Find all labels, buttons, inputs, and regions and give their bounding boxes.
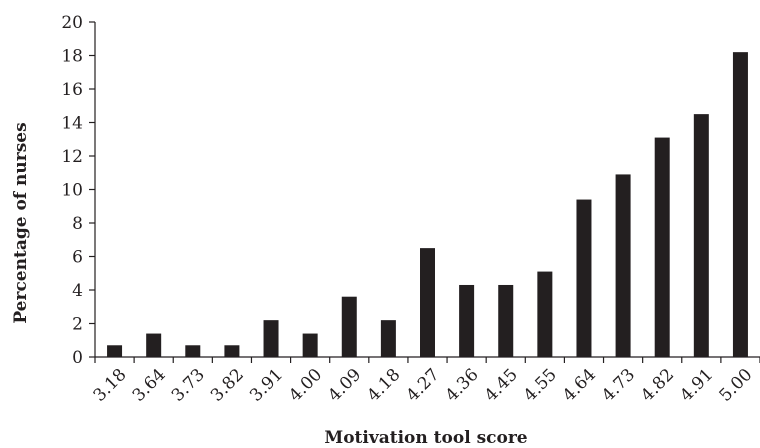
bar-4.82 (654, 137, 670, 357)
bar-4.91 (693, 114, 709, 357)
x-tick-label: 4.36 (442, 365, 483, 406)
bar-3.18 (107, 345, 123, 357)
y-tick-label: 4 (72, 281, 83, 301)
y-tick-label: 6 (72, 248, 83, 268)
y-tick-label: 18 (61, 47, 83, 67)
bar-5.00 (732, 52, 748, 358)
bar-4.45 (498, 284, 514, 357)
bar-3.73 (185, 345, 201, 357)
bar-4.27 (420, 248, 435, 357)
x-axis-title: Motivation tool score (324, 428, 527, 448)
bars-group (107, 52, 748, 358)
x-axis-ticks: 3.183.643.733.823.914.004.094.184.274.36… (90, 357, 760, 406)
y-tick-label: 10 (61, 181, 83, 201)
y-tick-label: 16 (61, 80, 83, 100)
bar-3.82 (224, 345, 240, 357)
x-tick-label: 3.82 (207, 365, 248, 406)
y-tick-label: 12 (61, 147, 83, 167)
x-tick-label: 3.91 (246, 365, 287, 406)
x-tick-label: 5.00 (716, 365, 757, 406)
bar-4.18 (380, 320, 396, 357)
y-axis-title: Percentage of nurses (11, 122, 31, 323)
bar-4.64 (576, 199, 592, 357)
bar-3.64 (146, 333, 162, 357)
x-tick-label: 4.82 (637, 365, 678, 406)
bar-4.55 (537, 271, 553, 357)
y-tick-label: 8 (72, 214, 83, 234)
bar-4.09 (341, 296, 357, 357)
bar-3.91 (263, 320, 279, 357)
x-tick-label: 4.45 (481, 365, 522, 406)
x-tick-label: 4.91 (676, 365, 717, 406)
x-tick-label: 3.73 (168, 365, 209, 406)
x-tick-label: 3.18 (90, 365, 131, 406)
bar-4.00 (302, 333, 318, 357)
x-tick-label: 4.55 (520, 365, 561, 406)
x-tick-label: 3.64 (129, 365, 170, 406)
x-tick-label: 4.18 (363, 365, 404, 406)
y-tick-label: 2 (72, 315, 83, 335)
x-tick-label: 4.00 (285, 365, 326, 406)
y-axis-ticks: 0 2 4 6 8 10 12 14 16 18 20 (61, 13, 95, 368)
x-tick-label: 4.73 (598, 365, 639, 406)
y-tick-label: 14 (61, 114, 83, 134)
x-tick-label: 4.27 (403, 365, 444, 406)
y-tick-label: 0 (72, 348, 83, 368)
x-tick-label: 4.64 (559, 365, 600, 406)
bar-4.36 (459, 284, 475, 357)
x-tick-label: 4.09 (324, 365, 365, 406)
bar-4.73 (615, 174, 631, 357)
y-tick-label: 20 (61, 13, 83, 33)
